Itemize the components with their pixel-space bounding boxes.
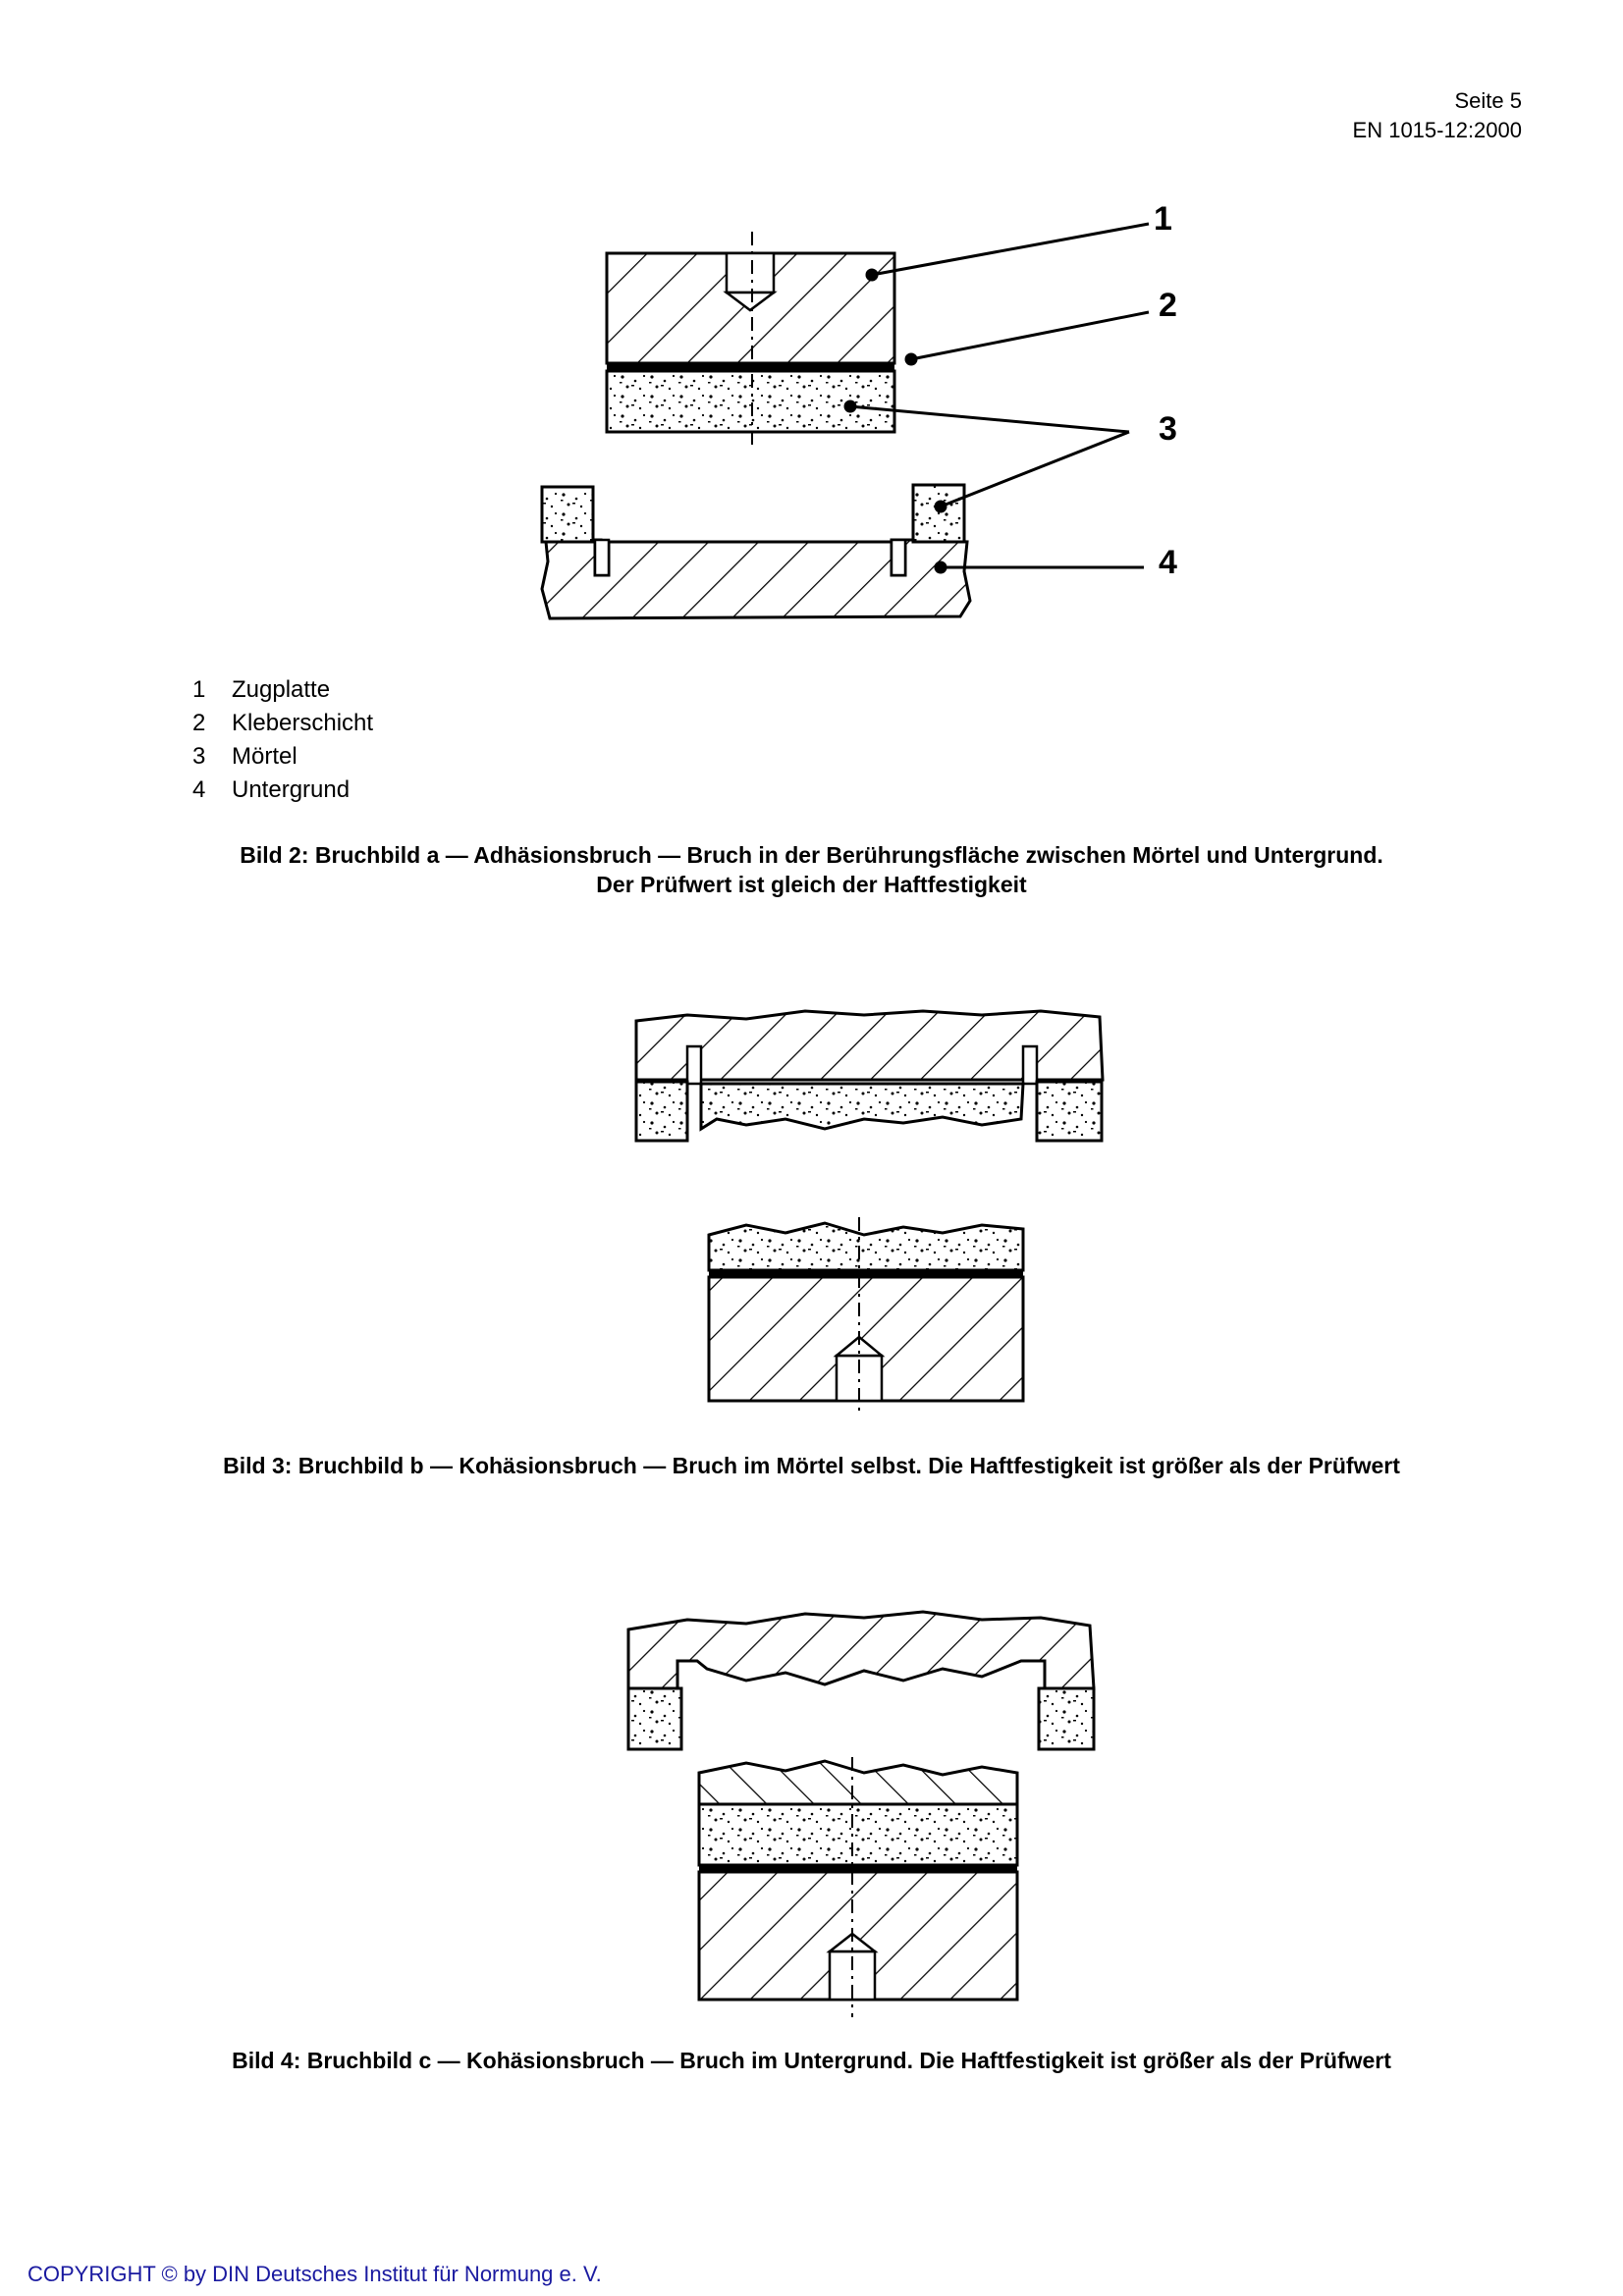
legend-item: 2 Kleberschicht xyxy=(192,707,373,740)
legend-number: 3 xyxy=(192,743,206,770)
substrate-with-mortar-ring xyxy=(540,483,972,620)
page-number: Seite 5 xyxy=(1454,88,1523,113)
figure-2-drawing: 1 2 3 4 xyxy=(540,200,1177,620)
callout-1: 1 xyxy=(1154,200,1172,238)
figure-3-caption: Bild 3: Bruchbild b — Kohäsionsbruch — B… xyxy=(0,1451,1623,1480)
figure-4-caption: Bild 4: Bruchbild c — Kohäsionsbruch — B… xyxy=(0,2046,1623,2075)
legend-item: 3 Mörtel xyxy=(192,740,373,774)
legend-number: 2 xyxy=(192,710,206,736)
legend-label: Untergrund xyxy=(232,776,351,803)
figure-2-caption: Bild 2: Bruchbild a — Adhäsionsbruch — B… xyxy=(0,840,1623,899)
figure-4-caption-text: Bild 4: Bruchbild c — Kohäsionsbruch — B… xyxy=(232,2048,1391,2073)
pull-plate-lower xyxy=(697,1757,1019,2017)
pull-plate xyxy=(605,251,896,365)
callout-3: 3 xyxy=(1159,410,1177,448)
leader-lines xyxy=(843,222,1150,574)
figure-3-caption-text: Bild 3: Bruchbild b — Kohäsionsbruch — B… xyxy=(223,1453,1400,1478)
legend-label: Kleberschicht xyxy=(232,710,374,736)
figure-3-drawing xyxy=(634,1009,1105,1414)
callout-numbers: 1 2 3 4 xyxy=(1154,200,1177,581)
figure-2-legend: 1 Zugplatte 2 Kleberschicht 3 Mörtel 4 U… xyxy=(192,673,373,807)
legend-item: 4 Untergrund xyxy=(192,774,373,807)
legend-item: 1 Zugplatte xyxy=(192,673,373,707)
adhesive-layer xyxy=(607,363,894,371)
pull-plate-lower xyxy=(707,1217,1025,1414)
figure-2-caption-line-2: Der Prüfwert ist gleich der Haftfestigke… xyxy=(596,872,1027,897)
mortar-ring-right xyxy=(1035,1080,1104,1143)
substrate-upper xyxy=(634,1009,1105,1086)
standard-number: EN 1015-12:2000 xyxy=(1352,118,1522,142)
substrate-upper-fractured xyxy=(626,1610,1096,1690)
mortar-ring-left xyxy=(634,1080,689,1143)
figure-2-caption-line-1: Bild 2: Bruchbild a — Adhäsionsbruch — B… xyxy=(240,842,1383,868)
mortar-layer xyxy=(697,1802,1019,1867)
figure-4-drawing xyxy=(626,1610,1096,2017)
legend-number: 4 xyxy=(192,776,206,803)
callout-2: 2 xyxy=(1159,287,1177,324)
mortar-ring-left xyxy=(626,1686,683,1751)
substrate-fracture-lower xyxy=(697,1759,1019,1806)
copyright-footer: COPYRIGHT © by DIN Deutsches Institut fü… xyxy=(27,2262,602,2286)
legend-number: 1 xyxy=(192,676,206,703)
legend-label: Zugplatte xyxy=(232,676,331,703)
callout-4: 4 xyxy=(1159,544,1177,581)
page-header: Seite 5 EN 1015-12:2000 xyxy=(1353,86,1522,145)
legend-label: Mörtel xyxy=(232,743,298,770)
mortar-fracture-upper xyxy=(699,1082,1025,1132)
mortar-fracture-lower xyxy=(707,1221,1025,1272)
mortar-ring-right xyxy=(1037,1686,1096,1751)
